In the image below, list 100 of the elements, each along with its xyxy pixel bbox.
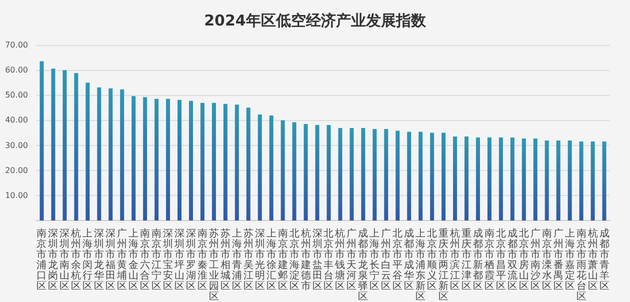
x-tick-label: 北京市房山区 — [518, 227, 529, 292]
bar — [154, 98, 159, 220]
x-tick-label: 北京市平谷区 — [392, 227, 403, 292]
x-tick-label: 上海市金山区 — [128, 227, 139, 292]
bar — [188, 100, 193, 220]
x-tick-label: 苏州市相城区 — [219, 227, 230, 292]
bar — [602, 142, 606, 220]
bar — [522, 138, 526, 220]
bar — [269, 115, 274, 220]
bar — [476, 138, 480, 220]
bar — [556, 140, 560, 220]
x-tick-label: 深圳市罗湖区 — [184, 227, 196, 292]
x-tick-label: 南京市栖霞区 — [483, 227, 494, 292]
y-tick-label: 60.00 — [5, 66, 28, 75]
bar — [579, 142, 584, 220]
bar — [510, 138, 514, 220]
y-tick-label: 40.00 — [5, 116, 28, 125]
x-tick-label: 深圳市宝安区 — [162, 227, 174, 292]
bar — [487, 138, 492, 220]
bar — [326, 124, 331, 220]
x-tick-label: 杭州市滨江区 — [449, 227, 460, 292]
y-tick-label: 20.00 — [5, 166, 28, 175]
bar — [51, 68, 56, 220]
bar — [304, 124, 308, 220]
bar — [200, 102, 204, 220]
bar — [590, 142, 595, 220]
x-tick-label: 上海市闵行区 — [82, 227, 93, 292]
bar — [533, 138, 538, 220]
bar — [498, 138, 503, 220]
x-tick-label: 上海市浦东新区 — [416, 227, 426, 302]
bar — [350, 128, 354, 220]
bar — [338, 128, 342, 220]
x-tick-label: 广州市番禺区 — [553, 227, 564, 292]
bar — [86, 82, 90, 220]
x-tick-label: 北京市昌平区 — [496, 227, 506, 292]
x-tick-label: 成都市新都区 — [472, 227, 483, 292]
x-tick-label: 南京市雨花台区 — [576, 227, 586, 302]
x-tick-label: 北京市海淀区 — [289, 227, 300, 292]
x-tick-label: 苏州市吴江区 — [243, 227, 254, 292]
x-tick-label: 上海市青浦区 — [232, 227, 242, 292]
bar — [108, 88, 113, 220]
x-tick-label: 深圳市南山区 — [58, 227, 70, 292]
x-tick-label: 南京市浦口区 — [36, 227, 47, 292]
x-tick-label: 重庆市江津区 — [462, 227, 472, 292]
x-tick-label: 杭州市钱塘区 — [334, 227, 346, 292]
x-tick-label: 深圳市坪山区 — [174, 227, 184, 292]
bar — [62, 70, 67, 220]
x-tick-label: 成都市青羊区 — [599, 227, 610, 292]
x-tick-label: 上海市嘉定区 — [564, 227, 575, 292]
x-tick-label: 深圳市龙华区 — [93, 227, 104, 292]
y-tick-label: 70.00 — [5, 40, 28, 50]
x-tick-label: 杭州市建德市 — [300, 227, 311, 292]
bar — [372, 128, 377, 220]
x-tick-label: 广州市白云区 — [381, 227, 392, 292]
bar — [143, 97, 148, 220]
bar — [74, 73, 78, 220]
bar — [464, 136, 468, 220]
bar — [315, 124, 320, 220]
x-tick-label: 杭州市萧山区 — [586, 227, 598, 292]
bar — [292, 122, 296, 220]
x-tick-label: 成都市成华区 — [404, 227, 414, 292]
x-tick-label: 深圳市龙岗区 — [47, 227, 58, 292]
bar — [280, 120, 285, 220]
x-tick-label: 深圳市福田区 — [104, 227, 116, 292]
x-tick-label: 上海市长宁区 — [370, 227, 380, 292]
bar — [442, 132, 446, 220]
x-tick-label: 深圳市光明区 — [254, 227, 265, 292]
bar — [396, 130, 400, 220]
bar — [212, 102, 216, 220]
x-tick-label: 成都市双流区 — [507, 227, 518, 292]
x-tick-label: 南京市江宁区 — [152, 227, 162, 292]
x-tick-label: 成都市龙泉驿区 — [358, 227, 368, 302]
y-tick-label: 10.00 — [5, 190, 28, 200]
bar — [418, 132, 423, 220]
bar — [407, 132, 412, 220]
y-tick-label: 50.00 — [5, 90, 28, 100]
x-tick-label: 北京市丰台区 — [324, 227, 334, 292]
x-tick-label: 杭州市余杭区 — [70, 227, 82, 292]
bar — [453, 136, 458, 220]
bar — [246, 108, 250, 220]
bar — [166, 98, 170, 220]
x-tick-label: 广州市黄埔区 — [116, 227, 128, 292]
x-tick-label: 苏州市工业园区 — [208, 227, 219, 302]
x-tick-label: 南京市建邺区 — [276, 227, 288, 292]
x-tick-label: 南京市秦淮区 — [197, 227, 208, 292]
x-tick-label: 广州市天河区 — [346, 227, 357, 292]
bar — [361, 128, 366, 220]
x-tick-label: 南京市六合区 — [140, 227, 150, 292]
bar — [384, 128, 388, 220]
chart-title: 2024年区低空经济产业发展指数 — [204, 12, 427, 30]
x-tick-label: 重庆市两江新区 — [438, 227, 449, 302]
bar — [430, 132, 434, 220]
bar — [568, 140, 572, 220]
bar — [234, 104, 239, 220]
x-tick-label: 广州市南沙区 — [530, 227, 540, 292]
bar — [120, 89, 124, 220]
bar — [132, 96, 136, 220]
bar — [258, 114, 262, 220]
bar — [40, 61, 44, 220]
x-tick-label: 南京市溧水区 — [542, 227, 552, 292]
